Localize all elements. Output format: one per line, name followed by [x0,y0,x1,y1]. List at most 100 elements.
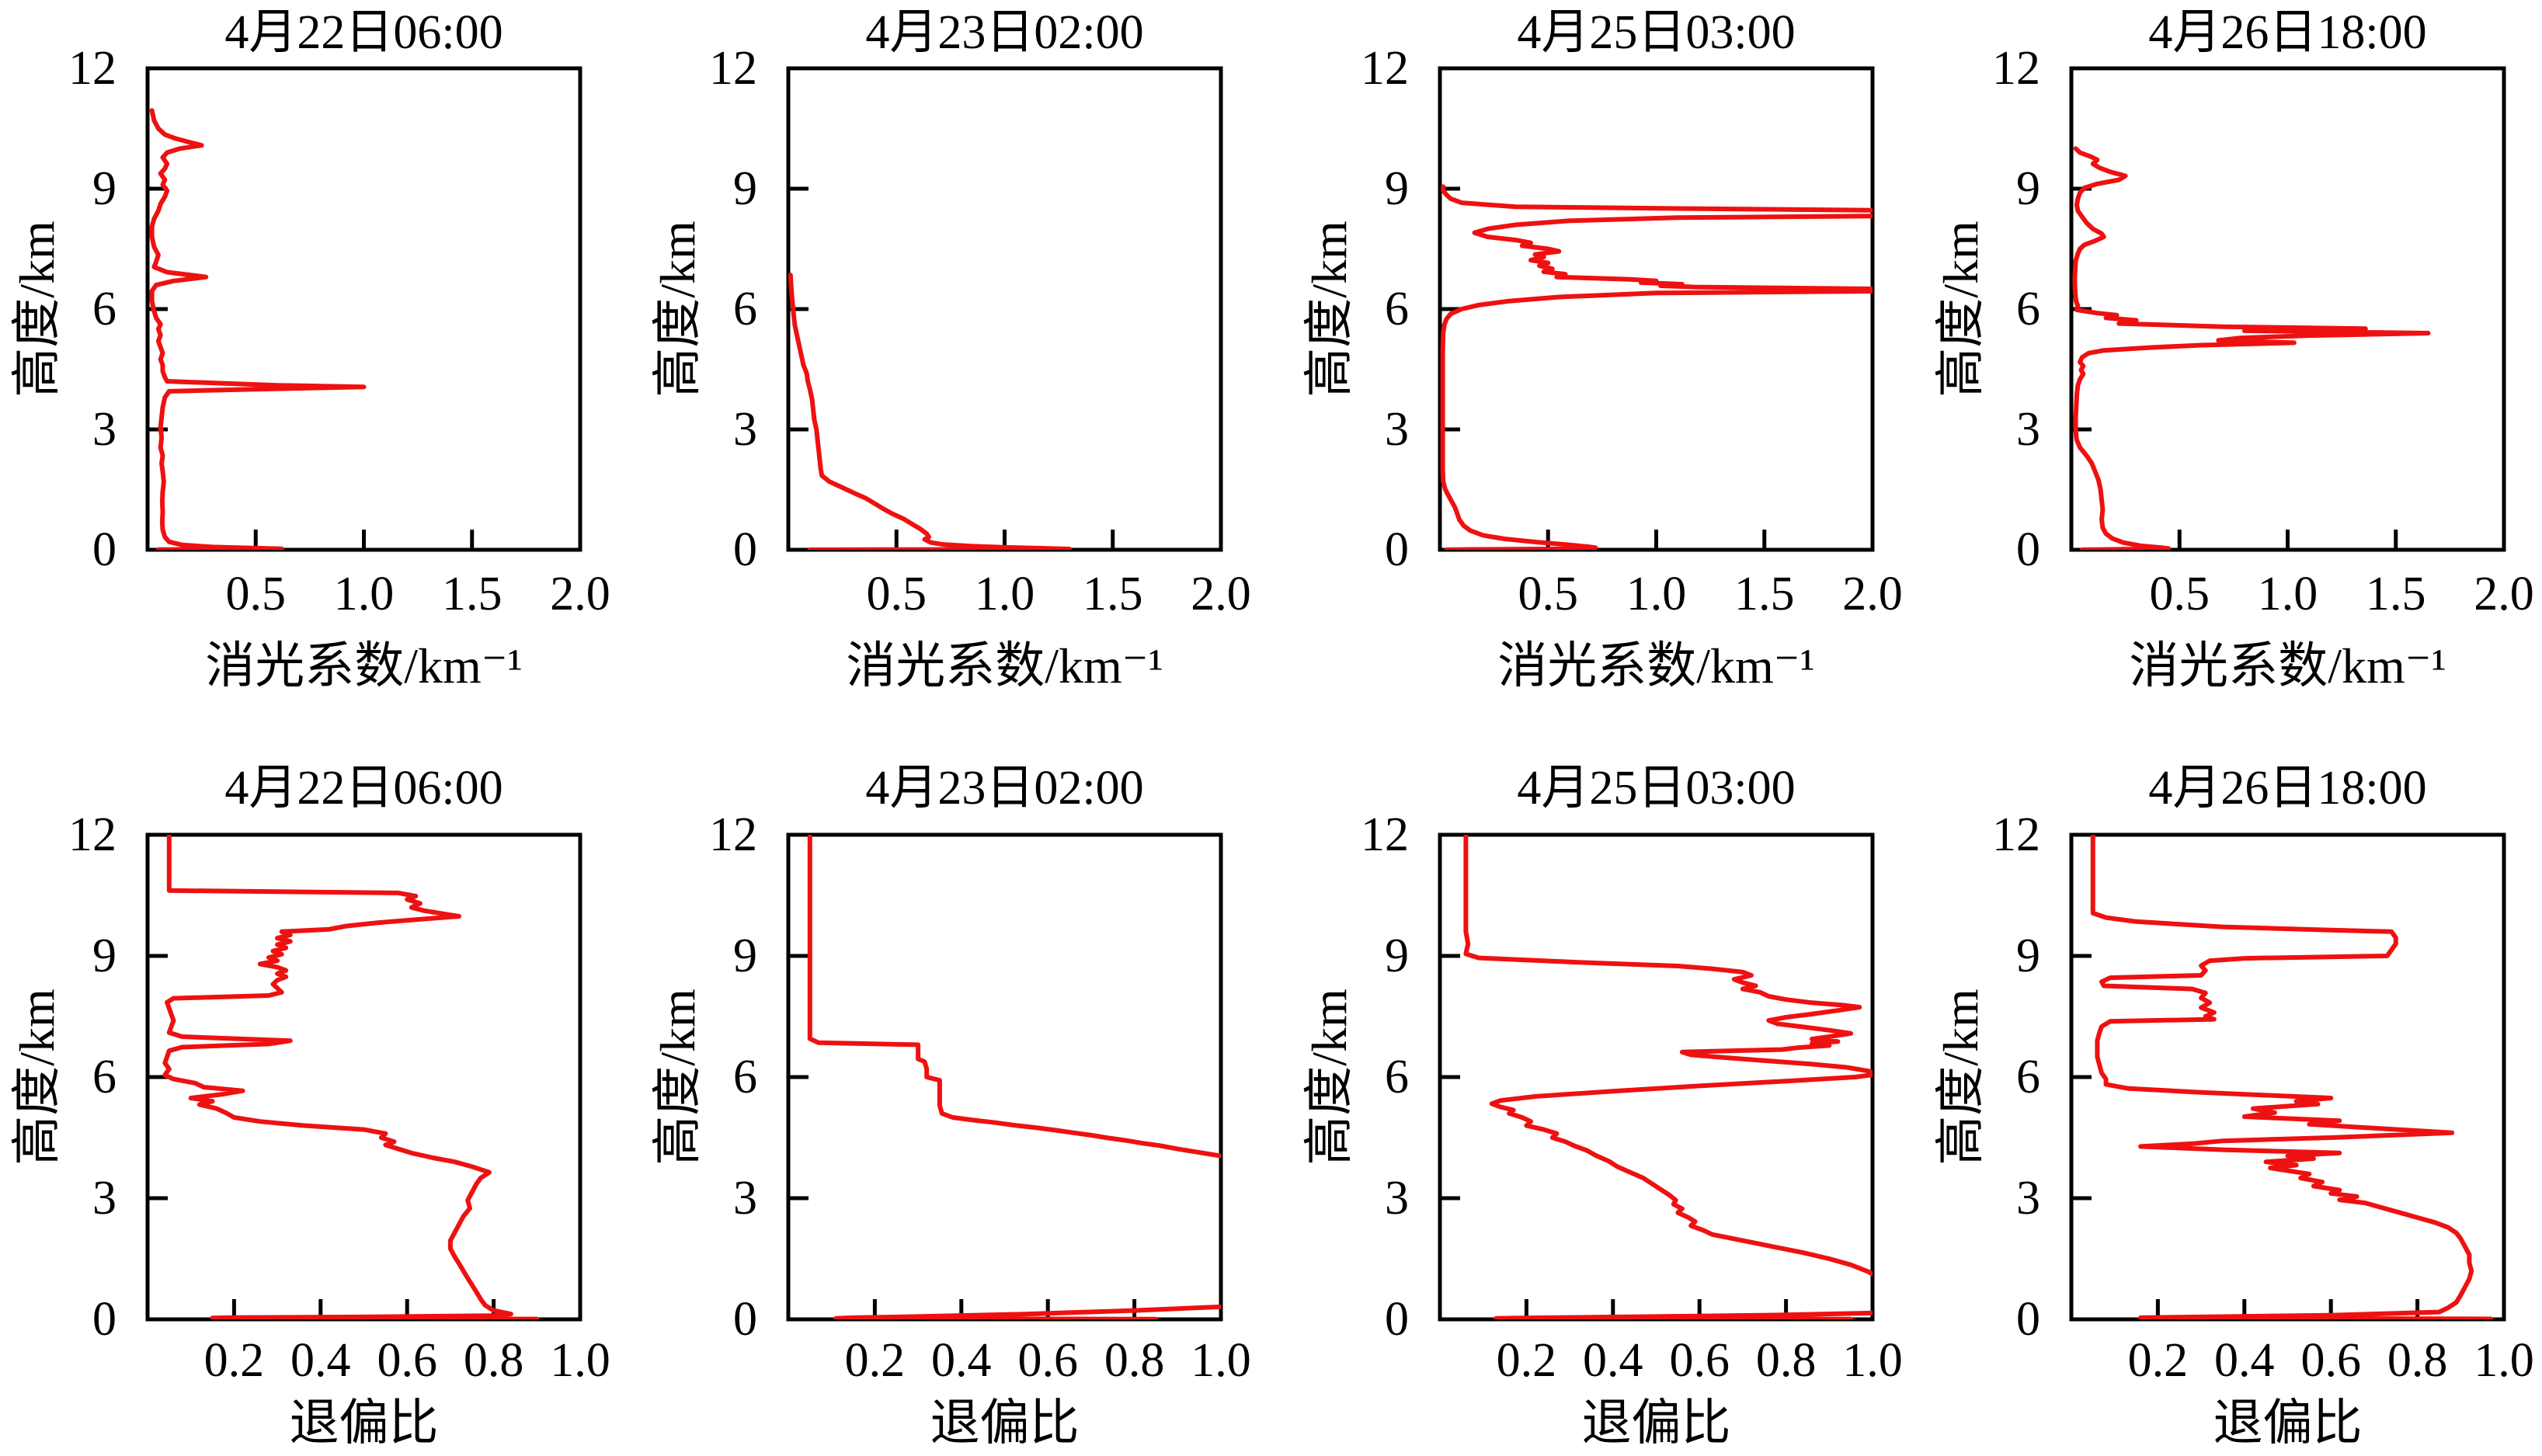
subplot-depolarization-apr22: 0.2 0.4 0.6 0.8 1.0 0 3 6 9 12 4月22日06:00 高度/km 退… [0,728,635,1456]
x-tick-label: 1.5 [1734,568,1795,620]
depolarization-profile [1463,835,1873,1319]
y-tick-label: 12 [1361,808,1409,861]
x-tick-label: 0.5 [226,568,287,620]
y-tick-label: 12 [1361,42,1409,95]
plot-frame [1438,832,1875,1322]
x-tick-label: 1.0 [550,1334,610,1387]
x-tick-label: 0.2 [845,1334,906,1387]
x-tick-label: 1.0 [1626,568,1687,620]
extinction-profile [788,273,1072,550]
plot-frame [2069,832,2506,1322]
y-tick-label: 6 [92,1051,116,1103]
x-tick-label: 0.4 [931,1334,992,1387]
plot-area: 0.5 1.0 1.5 2.0 0 3 6 9 12 [1361,42,1903,620]
y-axis-label: 高度/km [1302,221,1357,398]
y-tick-label: 3 [1385,1172,1409,1225]
y-axis-label: 高度/km [9,989,64,1166]
x-axis-label: 退偏比 [2213,1395,2363,1451]
subplot-extinction-apr22: 0.5 1.0 1.5 2.0 0 3 6 9 12 4月22日06:00 高度/km 消光系数… [0,0,635,728]
y-tick-label: 0 [2016,523,2040,576]
y-tick-label: 9 [2016,930,2040,982]
chart-title: 4月26日18:00 [2148,762,2427,815]
x-axis-label: 退偏比 [289,1395,439,1451]
x-tick-label: 0.5 [2150,568,2210,620]
y-tick-label: 0 [92,1293,116,1346]
x-tick-label: 1.0 [334,568,395,620]
extinction-profile [2072,146,2431,550]
x-axis-label: 消光系数/km⁻¹ [1497,638,1815,693]
x-tick-label: 0.6 [2300,1334,2361,1387]
subplot-depolarization-apr26: 0.2 0.4 0.6 0.8 1.0 0 3 6 9 12 4月26日18:00 高度/km 退… [1924,728,2542,1456]
x-tick-label: 0.5 [867,568,927,620]
x-tick-label: 0.6 [377,1334,437,1387]
plot-area: 0.2 0.4 0.6 0.8 1.0 0 3 6 9 12 [68,808,610,1387]
y-tick-label: 3 [92,1172,116,1225]
x-tick-label: 1.5 [1083,568,1143,620]
plot-area: 0.5 1.0 1.5 2.0 0 3 6 9 12 [709,42,1251,620]
y-tick-label: 9 [92,162,116,215]
chart-title: 4月22日06:00 [224,6,503,59]
x-tick-label: 2.0 [1191,568,1251,620]
plot-frame [1438,66,1875,552]
x-axis-label: 消光系数/km⁻¹ [2129,638,2446,693]
x-tick-label: 2.0 [550,568,610,620]
x-tick-label: 1.0 [975,568,1035,620]
x-tick-label: 0.4 [290,1334,351,1387]
x-tick-label: 0.2 [1497,1334,1557,1387]
depolarization-profile [2090,835,2494,1319]
y-axis-label: 高度/km [1933,989,1988,1166]
y-tick-label: 3 [92,403,116,456]
plot-area: 0.5 1.0 1.5 2.0 0 3 6 9 12 [1992,42,2534,620]
y-axis-label: 高度/km [650,989,705,1166]
x-tick-label: 0.8 [2387,1334,2448,1387]
x-tick-label: 0.6 [1017,1334,1078,1387]
y-axis-label: 高度/km [1302,989,1357,1166]
y-tick-label: 12 [68,42,116,95]
chart-title: 4月26日18:00 [2148,6,2427,59]
y-tick-label: 3 [1385,403,1409,456]
y-tick-label: 9 [1385,930,1409,982]
y-tick-label: 0 [1385,1293,1409,1346]
x-tick-label: 0.5 [1518,568,1579,620]
y-tick-label: 6 [2016,283,2040,335]
y-axis-label: 高度/km [1933,221,1988,398]
x-tick-label: 1.0 [1842,1334,1903,1387]
y-tick-label: 3 [2016,1172,2040,1225]
x-tick-label: 2.0 [2474,568,2534,620]
extinction-profile [1440,184,1873,550]
y-tick-label: 3 [733,1172,757,1225]
y-axis-label: 高度/km [9,221,64,398]
x-tick-label: 1.5 [2366,568,2426,620]
plot-area: 0.5 1.0 1.5 2.0 0 3 6 9 12 [68,42,610,620]
plot-frame [786,66,1223,552]
plot-frame [786,832,1223,1322]
y-tick-label: 9 [92,930,116,982]
x-tick-label: 0.4 [2214,1334,2275,1387]
x-tick-label: 2.0 [1842,568,1903,620]
y-tick-label: 12 [709,42,757,95]
subplot-depolarization-apr25: 0.2 0.4 0.6 0.8 1.0 0 3 6 9 12 4月25日03:00 高度/km 退… [1292,728,1928,1456]
y-tick-label: 0 [1385,523,1409,576]
x-tick-label: 1.0 [2258,568,2318,620]
x-axis-label: 消光系数/km⁻¹ [846,638,1163,693]
chart-title: 4月22日06:00 [224,762,503,815]
x-tick-label: 0.6 [1669,1334,1730,1387]
chart-title: 4月25日03:00 [1517,762,1796,815]
y-tick-label: 0 [733,523,757,576]
x-axis-label: 退偏比 [1581,1395,1731,1451]
x-tick-label: 0.4 [1583,1334,1643,1387]
x-tick-label: 0.2 [2128,1334,2189,1387]
y-tick-label: 6 [733,1051,757,1103]
x-axis-label: 退偏比 [930,1395,1080,1451]
y-tick-label: 6 [92,283,116,335]
chart-title: 4月25日03:00 [1517,6,1796,59]
y-tick-label: 12 [1992,808,2040,861]
plot-frame [145,832,582,1322]
y-tick-label: 6 [1385,283,1409,335]
x-tick-label: 0.8 [1104,1334,1165,1387]
x-tick-label: 1.0 [2474,1334,2534,1387]
x-tick-label: 1.5 [442,568,502,620]
depolarization-profile [807,835,1221,1319]
y-tick-label: 6 [2016,1051,2040,1103]
